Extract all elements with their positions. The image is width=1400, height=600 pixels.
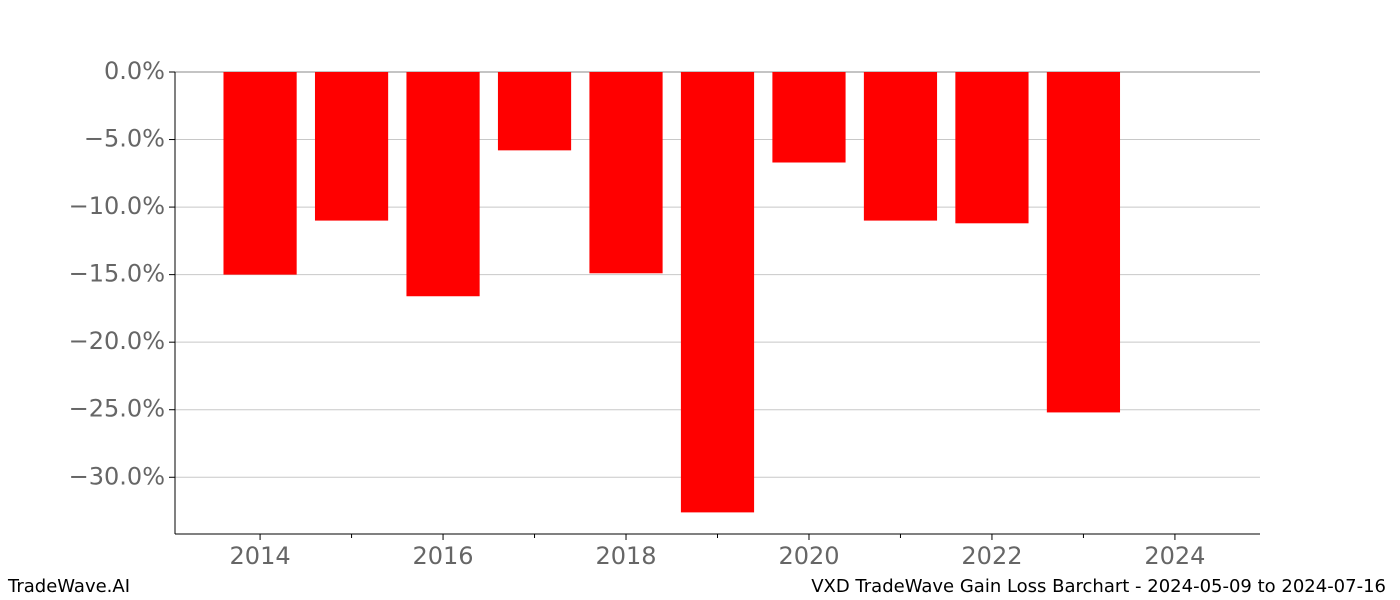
y-tick-label: −10.0% [69, 192, 165, 220]
bar [955, 72, 1029, 224]
y-tick-label: −25.0% [69, 395, 165, 423]
chart-title: VXD TradeWave Gain Loss Barchart - 2024-… [811, 576, 1386, 597]
x-tick-label: 2016 [413, 542, 474, 570]
bar [589, 72, 663, 274]
x-tick-label: 2022 [961, 542, 1022, 570]
y-tick-label: 0.0% [104, 57, 165, 85]
bar [680, 72, 755, 513]
bar [772, 72, 846, 163]
bar [1046, 72, 1121, 413]
y-tick-label: −30.0% [69, 462, 165, 490]
bar [223, 72, 297, 275]
bar [863, 72, 938, 221]
brand: TradeWave.AI [7, 576, 130, 597]
bar [314, 72, 389, 221]
bar [406, 72, 480, 297]
y-tick-label: −20.0% [69, 327, 165, 355]
bar [497, 72, 572, 151]
y-tick-label: −15.0% [69, 260, 165, 288]
x-tick-label: 2024 [1144, 542, 1205, 570]
x-tick-label: 2018 [595, 542, 656, 570]
y-tick-label: −5.0% [84, 125, 165, 153]
x-tick-label: 2014 [230, 542, 291, 570]
x-tick-label: 2020 [778, 542, 839, 570]
